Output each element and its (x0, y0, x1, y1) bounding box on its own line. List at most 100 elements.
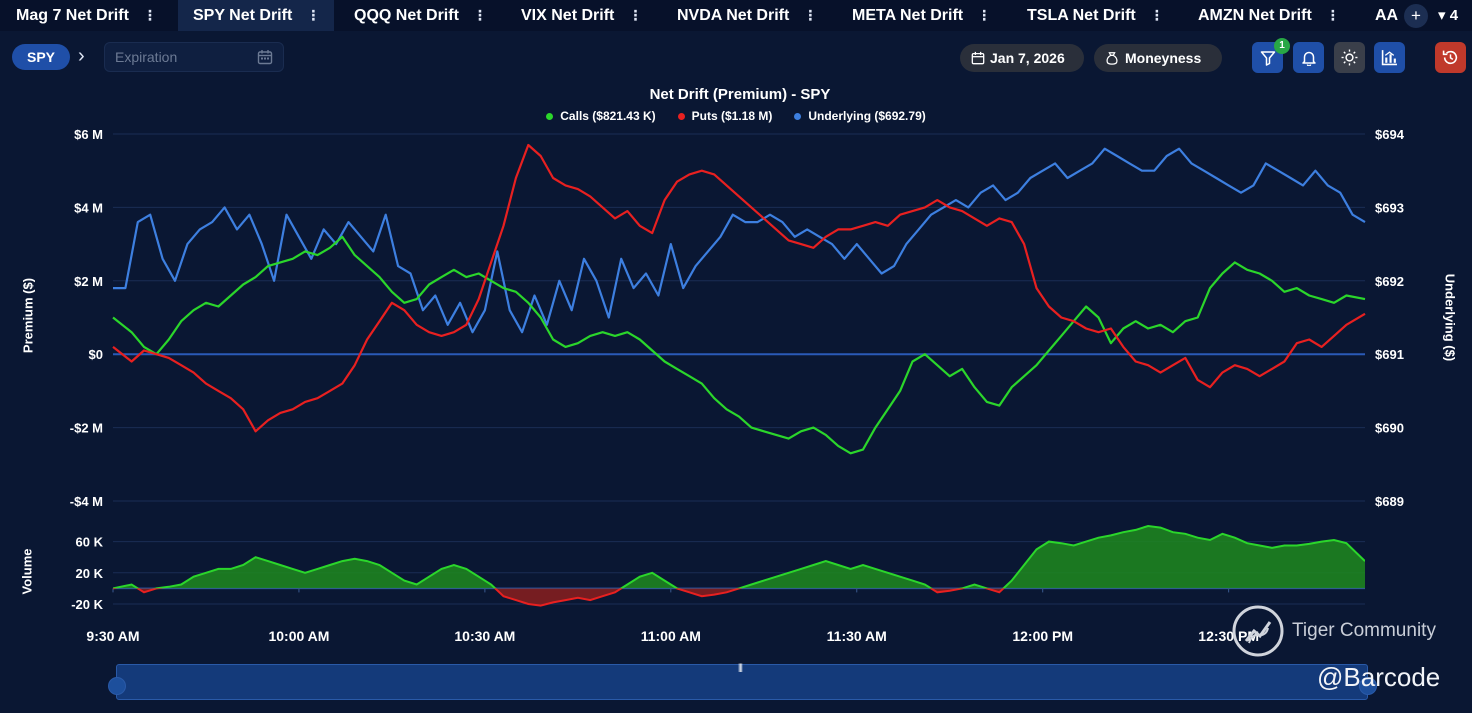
y-right-tick-label: $693 (1375, 200, 1404, 215)
calendar-icon (971, 51, 985, 65)
tab-label: TSLA Net Drift (1027, 6, 1136, 24)
axis-labels: $6 M $694 $4 M $693 $2 M $692 $0 $691 -$2 M $690 -… (70, 127, 1405, 644)
x-tick-label: 11:00 AM (641, 628, 701, 644)
tab-label: QQQ Net Drift (354, 6, 459, 24)
filter-icon (1260, 50, 1275, 66)
volume-tick-label: -20 K (71, 597, 103, 612)
add-tab-button[interactable]: + (1404, 4, 1428, 28)
x-tick-label: 11:30 AM (827, 628, 887, 644)
y-right-tick-label: $691 (1375, 347, 1404, 362)
date-label: Jan 7, 2026 (990, 50, 1065, 66)
chart-icon (1381, 50, 1397, 66)
y-left-tick-label: $6 M (74, 127, 103, 142)
legend-dot-icon (794, 112, 802, 120)
y-left-tick-label: $4 M (74, 200, 103, 215)
calendar-icon[interactable] (257, 49, 273, 65)
lightbulb-icon (1341, 49, 1358, 66)
y-right-tick-label: $692 (1375, 274, 1404, 289)
moneyness-label: Moneyness (1125, 50, 1202, 66)
volume-area-positive (113, 526, 1365, 589)
tab-menu-icon[interactable]: ⋮ (628, 7, 643, 23)
y-left-tick-label: -$2 M (70, 421, 103, 436)
legend-item-puts[interactable]: Puts ($1.18 M) (677, 109, 773, 123)
tab-label: AA (1375, 6, 1399, 24)
expiration-input[interactable]: Expiration (104, 42, 284, 72)
tab-label: Mag 7 Net Drift (16, 6, 129, 24)
underlying-line (113, 147, 1366, 334)
tiger-logo-icon (1232, 605, 1284, 657)
x-tick-label: 10:00 AM (268, 628, 329, 644)
tab-aa-net-drift[interactable]: AA (1375, 0, 1399, 31)
chevron-right-icon: › (78, 45, 85, 67)
author-handle: @Barcode (1317, 662, 1441, 692)
tab-menu-icon[interactable]: ⋮ (472, 7, 487, 23)
volume-series (113, 524, 1365, 607)
tab-vix-net-drift[interactable]: VIX Net Drift ⋮ (521, 0, 651, 31)
legend-label: Underlying ($692.79) (808, 109, 926, 123)
watermark-text: Tiger Community (1292, 620, 1436, 641)
tab-overflow-button[interactable]: ▾ 4 (1438, 6, 1458, 24)
volume-tick-label: 20 K (76, 566, 104, 581)
tab-menu-icon[interactable]: ⋮ (977, 7, 992, 23)
tab-menu-icon[interactable]: ⋮ (306, 7, 321, 23)
y-left-tick-label: $2 M (74, 274, 103, 289)
puts-line (112, 143, 1366, 433)
chart-legend: Calls ($821.43 K) Puts ($1.18 M) Underly… (0, 109, 1472, 123)
bell-icon (1301, 51, 1316, 66)
navigator-left-handle[interactable] (108, 677, 126, 695)
y-right-tick-label: $689 (1375, 494, 1404, 509)
time-range-navigator[interactable] (116, 664, 1368, 700)
volume-tick-label: 60 K (76, 535, 104, 550)
x-tick-label: 9:30 AM (86, 628, 139, 644)
legend-item-underlying[interactable]: Underlying ($692.79) (794, 109, 926, 123)
tab-menu-icon[interactable]: ⋮ (1325, 7, 1340, 23)
chart-type-button[interactable] (1374, 42, 1405, 73)
date-picker-button[interactable]: Jan 7, 2026 (960, 44, 1084, 72)
money-bag-icon (1106, 52, 1118, 65)
expiration-placeholder: Expiration (115, 49, 178, 65)
tab-menu-icon[interactable]: ⋮ (803, 7, 818, 23)
theme-toggle-button[interactable] (1334, 42, 1365, 73)
tab-label: SPY Net Drift (193, 6, 293, 24)
y-right-tick-label: $690 (1375, 421, 1404, 436)
y-left-tick-label: $0 (89, 347, 103, 362)
grip-icon[interactable]: ||| (738, 662, 743, 672)
tab-meta-net-drift[interactable]: META Net Drift ⋮ (852, 0, 997, 31)
caret-down-icon: ▾ (1438, 7, 1446, 24)
tab-tsla-net-drift[interactable]: TSLA Net Drift ⋮ (1027, 0, 1167, 31)
volume-area-negative (137, 588, 1004, 606)
history-icon (1442, 50, 1458, 65)
tab-mag7-net-drift[interactable]: Mag 7 Net Drift ⋮ (0, 0, 165, 31)
legend-label: Puts ($1.18 M) (691, 109, 773, 123)
legend-item-calls[interactable]: Calls ($821.43 K) (546, 109, 656, 123)
filter-count-badge: 1 (1274, 38, 1290, 54)
tab-bar: Mag 7 Net Drift ⋮ SPY Net Drift ⋮ QQQ Net … (0, 0, 1472, 31)
legend-dot-icon (677, 112, 685, 120)
tab-menu-icon[interactable]: ⋮ (142, 7, 157, 23)
legend-label: Calls ($821.43 K) (560, 109, 656, 123)
tab-amzn-net-drift[interactable]: AMZN Net Drift ⋮ (1198, 0, 1348, 31)
tab-label: META Net Drift (852, 6, 964, 24)
symbol-pill[interactable]: SPY (12, 44, 70, 70)
calls-line (112, 235, 1366, 455)
x-tick-label: 12:00 PM (1012, 628, 1073, 644)
tab-spy-net-drift[interactable]: SPY Net Drift ⋮ (178, 0, 334, 31)
tab-qqq-net-drift[interactable]: QQQ Net Drift ⋮ (354, 0, 494, 31)
tab-label: AMZN Net Drift (1198, 6, 1312, 24)
chart-title: Net Drift (Premium) - SPY (649, 86, 831, 103)
navigator-right-handle[interactable] (1359, 677, 1377, 695)
tab-nvda-net-drift[interactable]: NVDA Net Drift ⋮ (677, 0, 822, 31)
tab-menu-icon[interactable]: ⋮ (1149, 7, 1164, 23)
x-tick-label: 12:30 PM (1198, 628, 1259, 644)
y-right-tick-label: $694 (1375, 127, 1405, 142)
legend-dot-icon (546, 112, 554, 120)
watermark: Tiger Community (1232, 605, 1436, 657)
reset-button[interactable] (1435, 42, 1466, 73)
moneyness-button[interactable]: Moneyness (1094, 44, 1222, 72)
tab-label: NVDA Net Drift (677, 6, 790, 24)
x-tick-label: 10:30 AM (454, 628, 515, 644)
tab-label: VIX Net Drift (521, 6, 615, 24)
alerts-button[interactable] (1293, 42, 1324, 73)
y-left-tick-label: -$4 M (70, 494, 103, 509)
